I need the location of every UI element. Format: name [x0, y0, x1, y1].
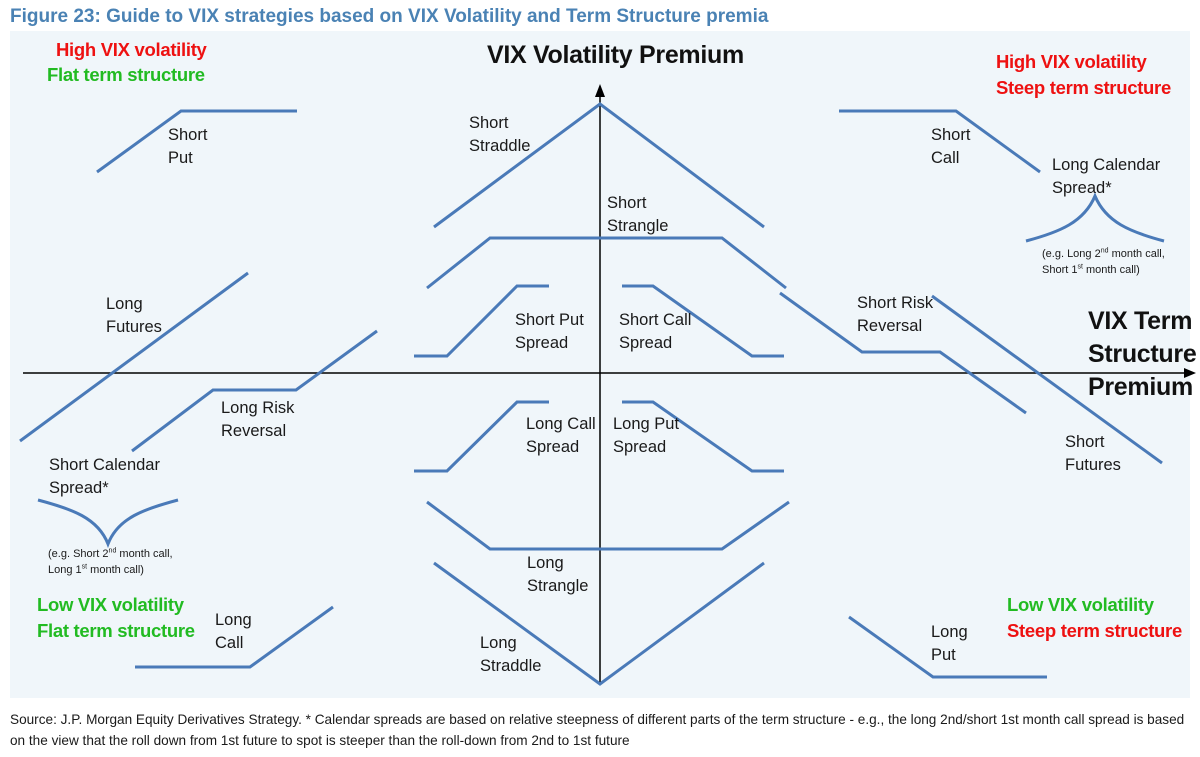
long-call-label: Long Call	[215, 611, 252, 652]
long-calendar-spread-label: Long Calendar Spread*	[1052, 156, 1161, 197]
long-straddle-label: Long Straddle	[480, 634, 542, 675]
x-axis-title-line-3: Premium	[1088, 373, 1193, 401]
long-put-spread-label: Long Put Spread	[613, 415, 680, 456]
short-calendar-spread-label: Short Calendar Spread*	[49, 456, 160, 497]
corner-top-left-term: Flat term structure	[47, 64, 205, 85]
short-straddle-label: Short Straddle	[469, 114, 531, 155]
short-calendar-payoff	[37, 498, 179, 549]
source-note: Source: J.P. Morgan Equity Derivatives S…	[10, 712, 1185, 748]
strategy-diagram	[19, 84, 1196, 686]
short-call-spread-label: Short Call Spread	[619, 311, 692, 352]
short-risk-reversal-label: Short Risk Reversal	[857, 294, 934, 335]
x-axis-arrowhead	[1184, 368, 1196, 378]
corner-top-right-volatility: High VIX volatility	[996, 51, 1147, 72]
short-futures-payoff	[931, 294, 1163, 465]
corner-bottom-right-term: Steep term structure	[1007, 620, 1182, 641]
short-call-payoff	[839, 109, 1041, 174]
short-put-label: Short Put	[168, 126, 208, 167]
short-strangle-payoff	[426, 236, 787, 290]
short-call-label: Short Call	[931, 126, 971, 167]
y-axis-title: VIX Volatility Premium	[487, 41, 744, 69]
corner-top-right-term: Steep term structure	[996, 77, 1171, 98]
long-call-payoff	[135, 605, 334, 669]
long-risk-reversal-payoff	[131, 329, 378, 453]
short-put-spread-payoff	[414, 284, 549, 358]
long-futures-payoff	[19, 271, 249, 443]
short-call-spread-payoff	[622, 284, 784, 358]
corner-bottom-right-volatility: Low VIX volatility	[1007, 594, 1154, 615]
y-axis-arrowhead	[595, 84, 605, 97]
axes	[23, 92, 1188, 684]
short-strangle-label: Short Strangle	[607, 194, 669, 235]
short-risk-reversal-payoff	[779, 291, 1027, 415]
x-axis-title-line-2: Structure	[1088, 340, 1197, 368]
long-call-spread-label: Long Call Spread	[526, 415, 596, 456]
long-put-spread-payoff	[622, 400, 784, 473]
corner-top-left-volatility: High VIX volatility	[56, 39, 207, 60]
short-put-spread-label: Short Put Spread	[515, 311, 584, 352]
long-strangle-label: Long Strangle	[527, 554, 589, 595]
corner-bottom-left-term: Flat term structure	[37, 620, 195, 641]
x-axis-title-line-1: VIX Term	[1088, 307, 1193, 335]
short-put-payoff	[96, 109, 297, 174]
long-call-spread-payoff	[414, 400, 549, 473]
long-calendar-spread-note: (e.g. Long 2nd month call, Short 1st mont…	[1042, 247, 1165, 276]
long-put-label: Long Put	[931, 623, 968, 664]
short-calendar-spread-note: (e.g. Short 2nd month call, Long 1st mont…	[48, 547, 173, 576]
short-straddle-payoff	[433, 102, 765, 229]
long-futures-label: Long Futures	[106, 295, 162, 336]
long-straddle-payoff	[433, 561, 765, 686]
short-futures-label: Short Futures	[1065, 433, 1121, 474]
long-put-payoff	[848, 615, 1047, 679]
long-calendar-payoff	[1025, 192, 1165, 243]
figure-title: Figure 23: Guide to VIX strategies based…	[10, 6, 769, 27]
corner-bottom-left-volatility: Low VIX volatility	[37, 594, 184, 615]
long-strangle-payoff	[426, 500, 790, 551]
long-risk-reversal-label: Long Risk Reversal	[221, 399, 295, 440]
